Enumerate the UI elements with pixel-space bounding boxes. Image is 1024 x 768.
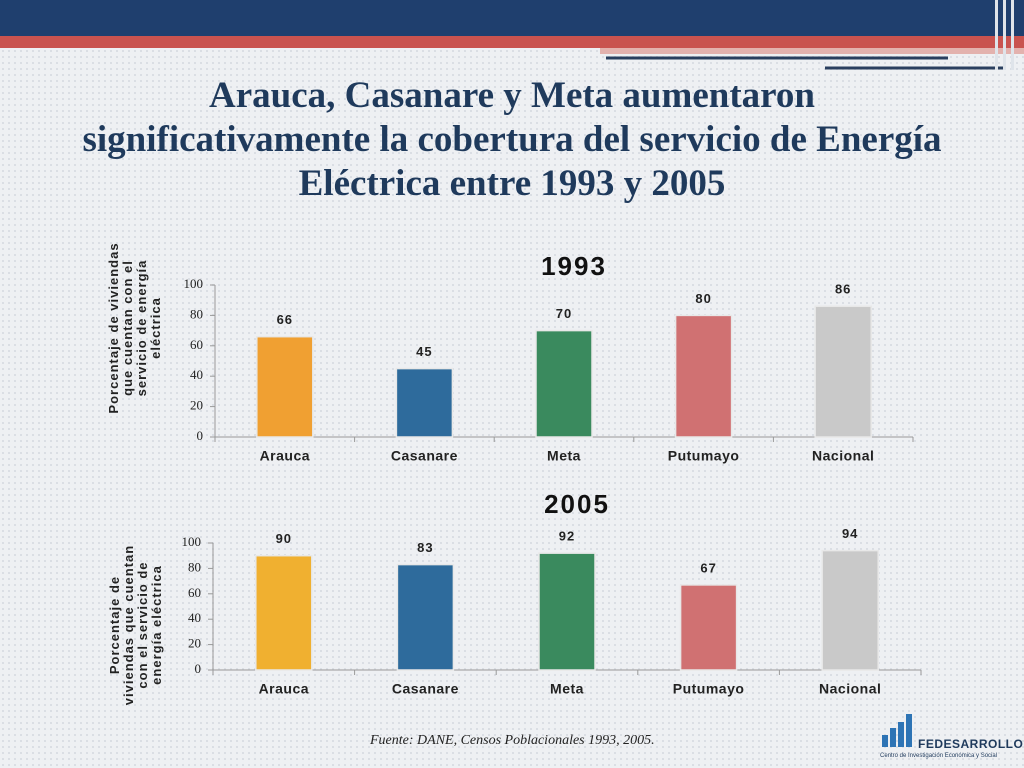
- y-tick-label: 40: [190, 367, 203, 382]
- logo-tagline: Centro de Investigación Económica y Soci…: [880, 753, 998, 759]
- bar: [821, 549, 879, 671]
- bar: [256, 335, 314, 438]
- bar: [395, 367, 454, 438]
- data-label: 66: [277, 312, 293, 327]
- x-tick-label: Nacional: [812, 448, 874, 464]
- header-bar: [1003, 0, 1006, 70]
- slide-title: Arauca, Casanare y Meta aumentaron signi…: [82, 75, 942, 204]
- bar: [674, 314, 733, 438]
- header-stripe: [0, 36, 1024, 48]
- source-note: Fuente: DANE, Censos Poblacionales 1993,…: [370, 733, 655, 748]
- y-tick-label: 20: [190, 398, 203, 413]
- header-band: [0, 0, 1024, 36]
- header-bar: [995, 0, 998, 70]
- data-label: 83: [417, 540, 433, 555]
- data-label: 67: [700, 560, 716, 575]
- y-tick-label: 80: [190, 306, 203, 321]
- y-tick-label: 60: [190, 337, 203, 352]
- y-tick-label: 100: [184, 276, 204, 291]
- data-label: 92: [559, 529, 575, 544]
- data-label: 45: [416, 344, 432, 359]
- x-tick-label: Putumayo: [668, 448, 740, 464]
- x-tick-label: Casanare: [391, 448, 458, 464]
- y-tick-label: 80: [188, 559, 201, 574]
- x-tick-label: Nacional: [819, 681, 881, 697]
- data-label: 94: [842, 526, 858, 541]
- logo-name: FEDESARROLLO: [918, 737, 1024, 751]
- y-tick-label: 40: [188, 610, 201, 625]
- data-label: 80: [695, 291, 711, 306]
- y-axis-label: Porcentaje de viviendas que cuentan con …: [107, 242, 163, 414]
- y-tick-label: 0: [197, 428, 204, 443]
- x-tick-label: Meta: [550, 681, 584, 697]
- bar: [255, 554, 313, 671]
- y-axis-label: Porcentaje de viviendas que cuentan con …: [108, 544, 164, 706]
- y-tick-label: 60: [188, 585, 201, 600]
- y-tick-label: 20: [188, 636, 201, 651]
- x-tick-label: Meta: [547, 448, 581, 464]
- x-tick-label: Arauca: [260, 448, 310, 464]
- data-label: 70: [556, 306, 572, 321]
- chart-title: 2005: [544, 489, 610, 519]
- bar: [396, 563, 455, 671]
- bar: [814, 305, 872, 438]
- header-bar: [1011, 0, 1014, 70]
- logo-icon: [882, 714, 912, 747]
- x-tick-label: Putumayo: [673, 681, 745, 697]
- chart-title: 1993: [541, 251, 607, 281]
- data-label: 90: [276, 531, 292, 546]
- bar: [538, 552, 596, 671]
- y-tick-label: 100: [182, 534, 202, 549]
- bar: [679, 584, 738, 671]
- bar: [535, 329, 593, 438]
- data-label: 86: [835, 282, 851, 297]
- y-tick-label: 0: [195, 661, 202, 676]
- x-tick-label: Casanare: [392, 681, 459, 697]
- header-accent: [600, 48, 1024, 54]
- x-tick-label: Arauca: [259, 681, 309, 697]
